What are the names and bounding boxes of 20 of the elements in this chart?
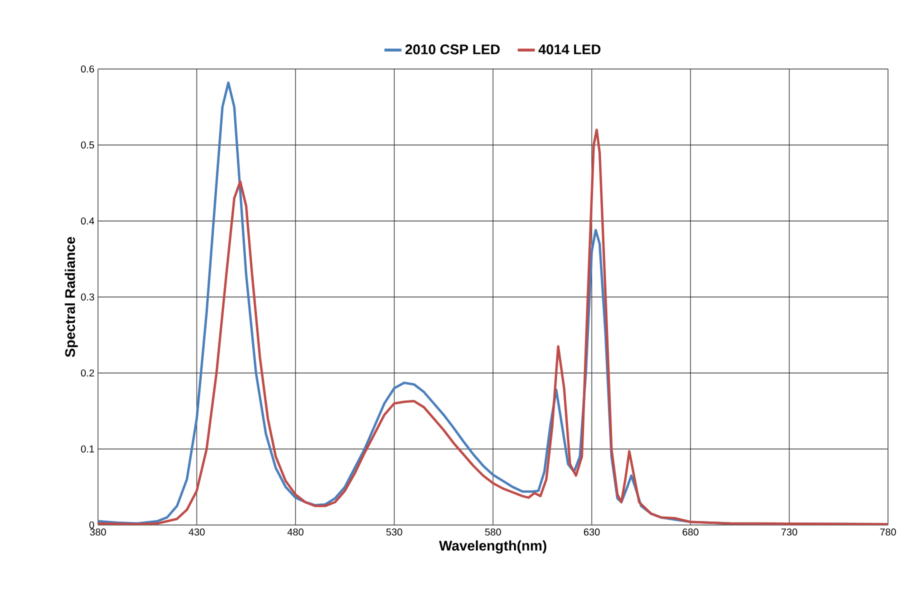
y-tick-label: 0.4 (81, 217, 94, 225)
y-tick-label: 0.2 (81, 369, 94, 377)
x-tick-label: 680 (682, 528, 698, 536)
x-tick-label: 730 (781, 528, 798, 536)
x-tick-label: 780 (880, 528, 896, 536)
x-tick-label: 580 (485, 528, 501, 536)
legend-label: 4014 LED (538, 44, 600, 54)
y-tick-label: 0.6 (81, 65, 94, 73)
y-axis-title: Spectral Radiance (64, 237, 78, 358)
x-axis-title: Wavelength(nm) (439, 540, 546, 554)
y-tick-label: 0 (89, 521, 94, 529)
y-tick-label: 0.1 (81, 445, 94, 453)
x-tick-label: 380 (90, 528, 106, 536)
x-tick-label: 630 (584, 528, 600, 536)
x-tick-label: 480 (287, 528, 304, 536)
legend-label: 2010 CSP LED (405, 44, 500, 54)
x-tick-label: 530 (386, 528, 402, 536)
y-tick-label: 0.3 (81, 293, 94, 301)
y-tick-label: 0.5 (81, 141, 94, 149)
x-tick-label: 430 (188, 528, 205, 536)
